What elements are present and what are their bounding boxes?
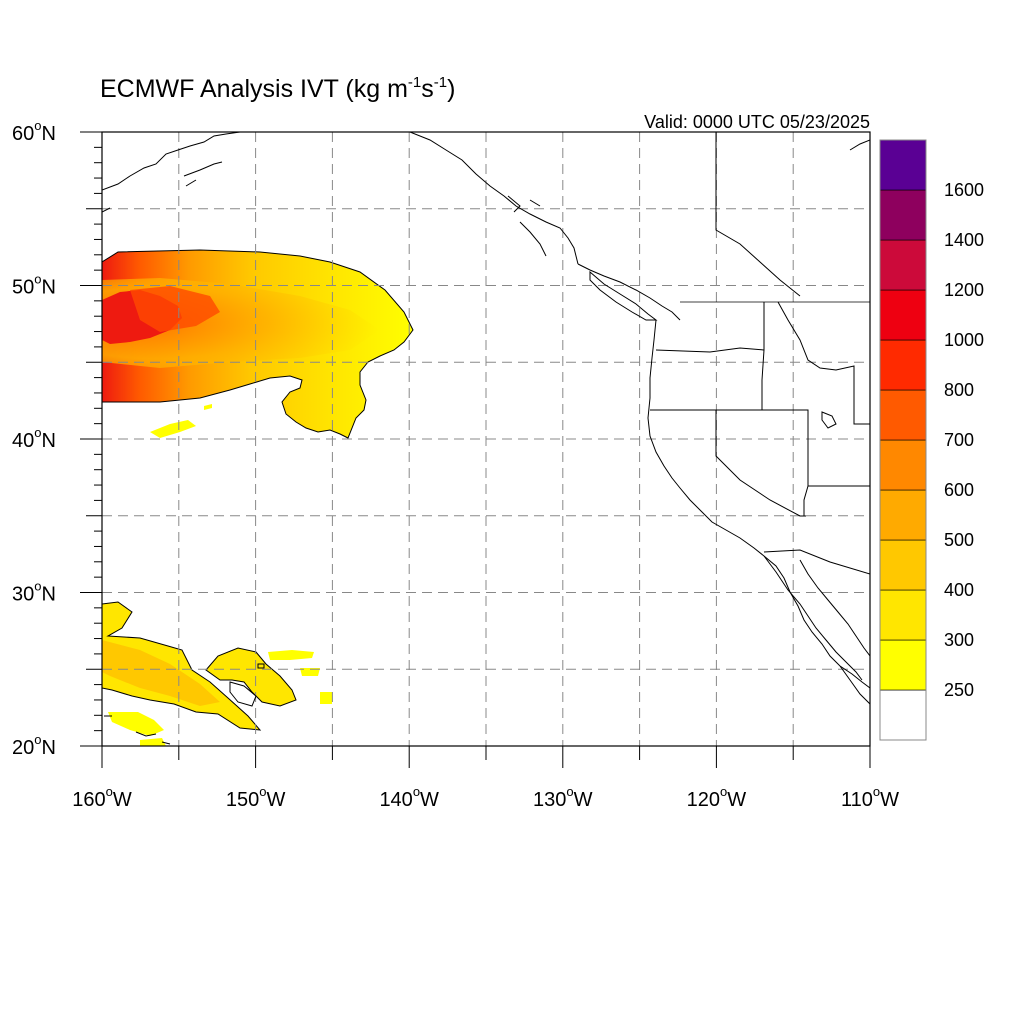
colorbar-frame xyxy=(879,139,927,741)
lat-label: 60oN xyxy=(12,118,56,145)
lat-label: 40oN xyxy=(12,425,56,452)
ivt-islands-blob xyxy=(205,647,297,707)
alaska-panhandle xyxy=(409,132,579,265)
colorbar-labels: 250 300 400 500 600 700 800 1000 1200 1400 1600 xyxy=(944,180,984,700)
vancouver-island xyxy=(589,270,658,321)
colorbar-label: 800 xyxy=(944,380,974,400)
colorbar-swatch xyxy=(879,489,927,541)
ca-nv-border xyxy=(715,410,806,517)
colorbar-label: 400 xyxy=(944,580,974,600)
lon-label: 140oW xyxy=(379,784,439,811)
ivt-core-inner xyxy=(130,286,220,332)
figure-title: ECMWF Analysis IVT (kg m-1s-1) xyxy=(100,74,455,103)
colorbar-label: 1600 xyxy=(944,180,984,200)
lat-label: 50oN xyxy=(12,272,56,299)
lon-label: 110oW xyxy=(841,784,899,811)
ivt-dot xyxy=(204,404,212,410)
colorbar-label: 500 xyxy=(944,530,974,550)
colorbar xyxy=(879,139,927,741)
colorbar-label: 600 xyxy=(944,480,974,500)
latitude-labels: 60oN 50oN 40oN 30oN 20oN xyxy=(12,118,56,759)
bc-coast xyxy=(577,263,681,321)
ivt-streak xyxy=(150,420,196,438)
lat-label: 20oN xyxy=(12,732,56,759)
longitude-labels: 160oW 150oW 140oW 130oW 120oW 110oW xyxy=(72,784,899,811)
colorbar-swatch xyxy=(879,539,927,591)
lon-label: 130oW xyxy=(533,784,593,811)
lon-label: 120oW xyxy=(687,784,747,811)
colorbar-swatch xyxy=(879,189,927,241)
coastlines xyxy=(102,132,870,745)
ivt-subtropical-inner xyxy=(102,640,220,706)
ivt-shading xyxy=(102,249,414,746)
canada-interior xyxy=(715,132,801,297)
lon-label: 160oW xyxy=(72,784,132,811)
colorbar-label: 300 xyxy=(944,630,974,650)
axis-ticks xyxy=(80,131,871,768)
hawaii-small-islands xyxy=(104,715,171,745)
id-border xyxy=(761,302,765,410)
colorbar-swatch xyxy=(879,239,927,291)
island-dot xyxy=(257,663,265,669)
lake-salton xyxy=(821,411,837,429)
nv-az-border xyxy=(803,485,809,516)
north-coast-east xyxy=(849,139,870,151)
ivt-patch-5 xyxy=(140,738,166,746)
colorbar-label: 1400 xyxy=(944,230,984,250)
colorbar-swatch xyxy=(879,689,927,741)
hawaii-big-island xyxy=(229,681,257,707)
colorbar-label: 1000 xyxy=(944,330,984,350)
colorbar-swatch xyxy=(879,439,927,491)
wa-or-border xyxy=(655,347,765,353)
ivt-patch-2 xyxy=(300,668,320,676)
colorbar-swatch xyxy=(879,139,927,191)
colorbar-label: 250 xyxy=(944,680,974,700)
colorbar-label: 1200 xyxy=(944,280,984,300)
gulf-of-california xyxy=(799,559,870,657)
alaska-coast xyxy=(102,132,241,191)
mexico-coast xyxy=(839,665,870,705)
valid-time: Valid: 0000 UTC 05/23/2025 xyxy=(644,112,870,132)
ivt-patch-1 xyxy=(268,650,314,660)
colorbar-swatch xyxy=(879,289,927,341)
ivt-subtropical-band xyxy=(102,601,262,731)
lat-label: 30oN xyxy=(12,579,56,606)
lon-label: 150oW xyxy=(226,784,286,811)
or-ca-border xyxy=(650,409,870,487)
ivt-patch-4 xyxy=(108,712,164,736)
graticule xyxy=(102,132,870,746)
baja-california xyxy=(763,555,863,681)
ivt-patch-3 xyxy=(320,692,332,704)
bc-islands xyxy=(507,195,547,257)
id-mt-border xyxy=(777,301,870,425)
colorbar-label: 700 xyxy=(944,430,974,450)
colorbar-swatch xyxy=(879,639,927,691)
colorbar-swatch xyxy=(879,389,927,441)
colorbar-swatch xyxy=(879,589,927,641)
us-mexico-border xyxy=(763,549,870,575)
alaska-coast-islands xyxy=(102,161,223,213)
us-west-coast xyxy=(647,319,870,689)
colorbar-swatch xyxy=(879,339,927,391)
